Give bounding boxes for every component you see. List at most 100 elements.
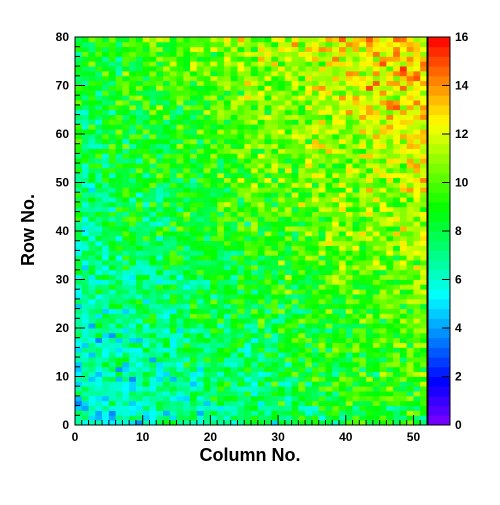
heatmap-cell [352, 352, 360, 358]
heatmap-cell [305, 332, 313, 339]
colorbar-segment [428, 37, 450, 48]
heatmap-cell [420, 66, 428, 72]
heatmap-cell [210, 114, 218, 120]
heatmap-cell [217, 303, 225, 309]
heatmap-cell [284, 104, 293, 111]
heatmap-cell [223, 284, 232, 290]
heatmap-cell [332, 415, 340, 421]
heatmap-cell [352, 391, 360, 397]
heatmap-cell [169, 66, 177, 72]
heatmap-cell [278, 260, 286, 266]
heatmap-cell [291, 177, 299, 183]
heatmap-cell [325, 269, 333, 276]
heatmap-cell [413, 100, 421, 106]
heatmap-cell [318, 386, 326, 392]
heatmap-cell [244, 134, 252, 140]
heatmap-cell [75, 61, 83, 67]
heatmap-cell [196, 352, 205, 358]
heatmap-cell [278, 231, 286, 237]
heatmap-cell [311, 386, 320, 392]
heatmap-cell [115, 80, 123, 86]
heatmap-cell [88, 357, 96, 363]
heatmap-cell [352, 221, 360, 227]
heatmap-cell [311, 41, 320, 48]
heatmap-cell [311, 313, 320, 319]
heatmap-cell [251, 197, 259, 203]
heatmap-cell [203, 85, 211, 91]
heatmap-cell [210, 308, 218, 314]
heatmap-cell [257, 328, 265, 334]
heatmap-cell [251, 395, 259, 402]
heatmap-cell [345, 90, 353, 96]
heatmap-cell [203, 395, 211, 402]
heatmap-cell [406, 381, 414, 387]
heatmap-cell [142, 405, 150, 411]
heatmap-cell [217, 129, 225, 135]
heatmap-cell [122, 366, 130, 373]
heatmap-cell [223, 177, 232, 183]
heatmap-cell [135, 260, 144, 266]
heatmap-cell [142, 37, 150, 43]
heatmap-cell [135, 395, 144, 402]
heatmap-cell [102, 298, 110, 305]
heatmap-cell [399, 211, 408, 217]
heatmap-cell [339, 395, 347, 402]
heatmap-cell [366, 75, 374, 82]
heatmap-cell [399, 405, 408, 411]
heatmap-cell [413, 361, 421, 368]
heatmap-cell [223, 138, 232, 145]
heatmap-cell [223, 245, 232, 251]
heatmap-cell [75, 56, 83, 62]
heatmap-cell [393, 371, 401, 377]
heatmap-cell [149, 109, 157, 115]
heatmap-cell [183, 264, 191, 271]
heatmap-cell [352, 158, 360, 164]
heatmap-cell [311, 352, 320, 358]
heatmap-cell [102, 381, 110, 387]
heatmap-cell [183, 85, 191, 91]
heatmap-cell [122, 95, 130, 101]
heatmap-cell [108, 148, 117, 154]
heatmap-cell [284, 298, 293, 305]
heatmap-cell [291, 361, 299, 368]
heatmap-cell [169, 172, 177, 179]
heatmap-cell [223, 347, 232, 353]
heatmap-cell [95, 332, 103, 339]
heatmap-cell [318, 235, 326, 242]
heatmap-cell [311, 163, 320, 169]
heatmap-cell [399, 61, 408, 67]
heatmap-cell [149, 395, 157, 402]
heatmap-cell [420, 192, 428, 198]
heatmap-cell [291, 56, 299, 62]
heatmap-cell [115, 66, 123, 72]
heatmap-cell [393, 357, 401, 363]
heatmap-cell [345, 347, 353, 353]
heatmap-cell [81, 163, 89, 169]
heatmap-cell [278, 328, 286, 334]
heatmap-cell [379, 366, 387, 373]
heatmap-cell [95, 163, 103, 169]
heatmap-cell [88, 303, 96, 309]
heatmap-cell [230, 100, 238, 106]
heatmap-cell [332, 400, 340, 406]
heatmap-cell [345, 153, 353, 159]
heatmap-cell [88, 221, 96, 227]
heatmap-cell [142, 391, 150, 397]
heatmap-cell [142, 269, 150, 276]
heatmap-cell [210, 357, 218, 363]
heatmap-cell [217, 342, 225, 348]
heatmap-cell [366, 221, 374, 227]
heatmap-cell [223, 255, 232, 261]
heatmap-cell [386, 400, 394, 406]
heatmap-cell [135, 124, 144, 130]
heatmap-cell [264, 134, 272, 140]
heatmap-cell [156, 284, 164, 290]
heatmap-cell [190, 66, 198, 72]
heatmap-cell [129, 420, 137, 426]
heatmap-cell [366, 308, 374, 314]
heatmap-cell [339, 85, 347, 91]
heatmap-cell [366, 279, 374, 285]
heatmap-cell [142, 298, 150, 305]
heatmap-cell [318, 37, 326, 43]
heatmap-cell [399, 221, 408, 227]
